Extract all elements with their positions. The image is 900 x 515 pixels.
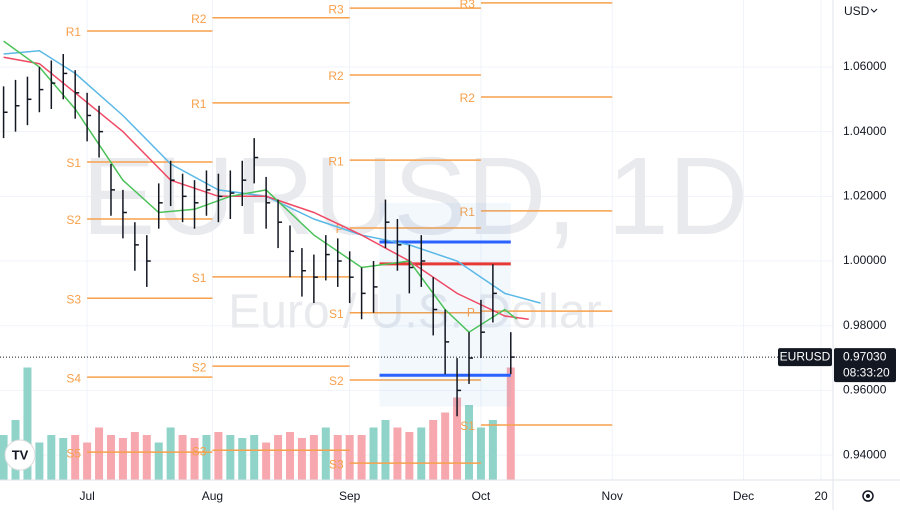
price-tag [834, 348, 896, 383]
pivot-label: R1 [191, 97, 207, 111]
volume-bar [465, 405, 474, 480]
pivot-label: R1 [66, 25, 82, 39]
y-tick-label: 1.06000 [843, 59, 887, 73]
volume-bar [59, 438, 68, 480]
volume-bar [357, 435, 366, 480]
volume-bar [297, 438, 306, 480]
volume-bar [274, 435, 283, 480]
x-tick-label: Dec [733, 489, 754, 503]
pivot-label: S2 [66, 213, 81, 227]
plot: R1 S1 S2 S3 S4 S5 R2 R1 S1 S2 S3 R3 R2 R1 P S1 S2 S3 R3 R2 R… [0, 0, 613, 480]
tv-logo: TV [4, 439, 36, 471]
pivot-label: S3 [329, 457, 344, 471]
pivot-label: S1 [192, 271, 207, 285]
volume-bar [506, 367, 515, 480]
volume-bar [476, 427, 485, 480]
svg-text:TV: TV [12, 447, 29, 462]
volume-bar [441, 412, 450, 480]
pivot-label: S5 [66, 446, 81, 460]
symbol-tag [778, 348, 832, 367]
x-tick-label: Nov [602, 489, 623, 503]
volume-bar [130, 432, 139, 480]
volume-bar [429, 420, 438, 480]
volume-bar [369, 427, 378, 480]
y-tick-label: 1.02000 [843, 189, 887, 203]
pivot-label: S4 [66, 371, 81, 385]
currency-caret[interactable] [870, 8, 878, 13]
pivot-label: R1 [328, 154, 344, 168]
volume-bar [202, 435, 211, 480]
symbol-label: EURUSD [780, 349, 831, 363]
volume-bar [238, 438, 247, 480]
x-tick-label: Sep [339, 489, 361, 503]
volume-bar [166, 427, 175, 480]
volume-bar [488, 420, 497, 480]
pivot-label: R3 [328, 2, 344, 16]
pivot-label: R2 [328, 69, 344, 83]
grid [0, 0, 833, 480]
volume-bar [417, 427, 426, 480]
volume-bar [381, 420, 390, 480]
volume-bar [285, 432, 294, 480]
volume-bar [35, 442, 44, 480]
volume-bar [83, 442, 92, 480]
pivot-label: R3 [460, 0, 476, 11]
y-tick-label: 0.94000 [843, 447, 887, 461]
pivot-label: S3 [66, 292, 81, 306]
volume-bar [226, 435, 235, 480]
settings-icon[interactable] [862, 490, 874, 502]
y-tick-label: 0.98000 [843, 318, 887, 332]
price-value: 0.97030 [843, 349, 887, 363]
volume-bar [118, 438, 127, 480]
volume-bar [71, 435, 80, 480]
pivot-label: R2 [191, 12, 207, 26]
volume-bar [178, 435, 187, 480]
volume-bar [333, 435, 342, 480]
pivot-label: S1 [460, 419, 475, 433]
volume-bar [154, 442, 163, 480]
volume-bar [142, 435, 151, 480]
volume-bar [345, 435, 354, 480]
pivot-label: S2 [192, 360, 207, 374]
y-tick-label: 0.96000 [843, 383, 887, 397]
x-tick-label: Oct [472, 489, 491, 503]
pivot-label: S2 [329, 374, 344, 388]
volume-bar [106, 435, 115, 480]
volume-bar [95, 427, 104, 480]
volume-bar [393, 427, 402, 480]
pivot-label: S1 [66, 156, 81, 170]
x-tick-label: Aug [202, 489, 223, 503]
pivot-label: R2 [460, 91, 476, 105]
x-tick-label: Jul [79, 489, 94, 503]
pivot-label: P [467, 305, 475, 319]
volume-bar [309, 435, 318, 480]
volume-bar [190, 438, 199, 480]
watermark-title: EURUSD, 1D [82, 135, 748, 258]
volume-bar [262, 442, 271, 480]
volume-bar [47, 435, 56, 480]
volume-bar [23, 367, 32, 480]
y-tick-label: 1.00000 [843, 253, 887, 267]
volume-bar [250, 435, 259, 480]
y-tick-label: 1.04000 [843, 124, 887, 138]
volume-bar [0, 435, 8, 480]
volume-bar [214, 432, 223, 480]
pivot-label: S1 [329, 307, 344, 321]
volume-bar [321, 427, 330, 480]
volume-bar [405, 432, 414, 480]
pivot-label: R1 [460, 205, 476, 219]
pivot-label: P [336, 222, 344, 236]
x-tick-label: 20 [814, 489, 828, 503]
volume-bar [453, 397, 462, 480]
currency-label[interactable]: USD [844, 4, 870, 18]
countdown: 08:33:20 [843, 365, 890, 379]
pivot-label: S3 [192, 444, 207, 458]
